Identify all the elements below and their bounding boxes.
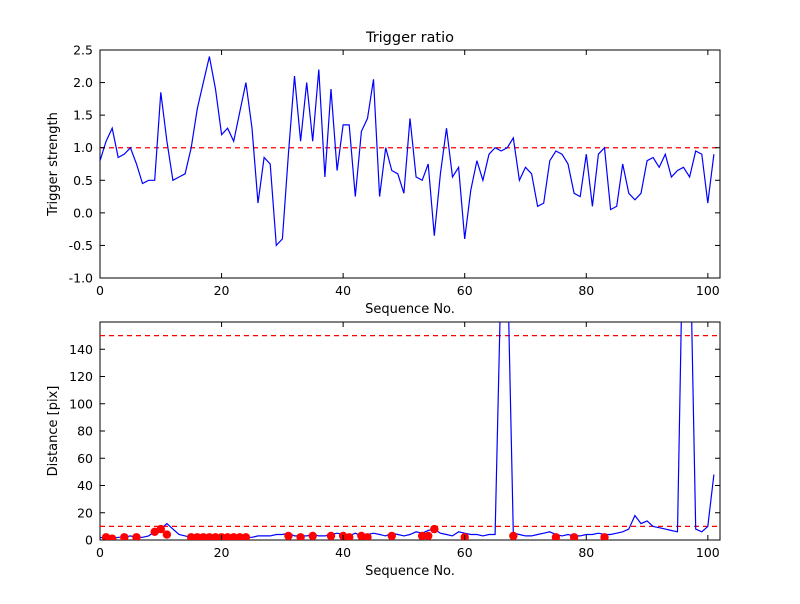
scatter-point	[345, 533, 354, 540]
x-tick-label: 0	[96, 283, 104, 298]
scatter-point	[424, 531, 433, 540]
x-tick-label: 100	[696, 545, 720, 560]
x-tick-label: 0	[96, 545, 104, 560]
plot-area	[100, 322, 720, 540]
y-tick-label: 40	[77, 478, 93, 493]
y-tick-label: 100	[69, 396, 93, 411]
x-tick-label: 40	[335, 545, 351, 560]
y-tick-label: 120	[69, 369, 93, 384]
y-tick-label: 140	[69, 342, 93, 357]
y-tick-label: 1.0	[73, 140, 93, 155]
scatter-point	[241, 533, 251, 540]
y-tick-label: 20	[77, 505, 93, 520]
x-tick-label: 100	[696, 283, 720, 298]
x-tick-label: 40	[335, 283, 351, 298]
top-x-axis-label: Sequence No.	[365, 302, 455, 317]
y-tick-label: 2.5	[73, 43, 93, 58]
x-tick-label: 20	[214, 283, 230, 298]
y-tick-label: 0	[85, 533, 93, 548]
y-tick-label: 0.5	[73, 173, 93, 188]
scatter-point	[417, 531, 427, 540]
bottom-y-axis-label: Distance [pix]	[46, 386, 61, 477]
y-tick-label: 2.0	[73, 75, 93, 90]
x-tick-label: 80	[578, 545, 594, 560]
top-axes: 0 20 40 60 80 100 -1.0 -0.5 0.0 0.5 1.0 1.5 2.0 2.5	[69, 43, 721, 298]
y-tick-label: -1.0	[69, 271, 93, 286]
x-tick-label: 80	[578, 283, 594, 298]
scatter-point	[430, 524, 439, 534]
x-tick-label: 60	[457, 283, 473, 298]
x-tick-label: 60	[457, 545, 473, 560]
scatter-point	[551, 533, 561, 540]
scatter-point	[162, 530, 172, 539]
y-tick-label: -0.5	[69, 238, 93, 253]
axes-frame	[99, 321, 721, 541]
scatter-point	[308, 531, 317, 540]
scatter-point	[296, 533, 305, 540]
y-tick-label: 60	[77, 451, 93, 466]
series-line	[100, 56, 715, 247]
scatter-point	[120, 533, 129, 540]
scatter-point	[569, 533, 579, 540]
top-y-axis-label: Trigger strength	[46, 112, 61, 217]
y-tick-label: 1.5	[73, 108, 93, 123]
y-tick-label: 0.0	[73, 205, 93, 220]
scatter-point	[387, 531, 396, 540]
scatter-point	[156, 524, 165, 534]
plot-area	[100, 56, 720, 247]
y-tick-label: 80	[77, 424, 93, 439]
scatter-point	[509, 531, 518, 540]
scatter-point	[107, 534, 117, 540]
scatter-point	[284, 531, 293, 540]
top-chart-title: Trigger ratio	[365, 30, 454, 46]
x-tick-label: 20	[214, 545, 230, 560]
bottom-axes: 0 20 40 60 80 100 0 20 40 60 80 100 120 140	[69, 321, 721, 560]
scatter-point	[326, 531, 336, 540]
scatter-point	[600, 533, 609, 540]
scatter-point	[363, 533, 372, 540]
axes-frame	[99, 49, 721, 279]
bottom-x-axis-label: Sequence No.	[365, 564, 455, 579]
scatter-point	[132, 533, 141, 540]
